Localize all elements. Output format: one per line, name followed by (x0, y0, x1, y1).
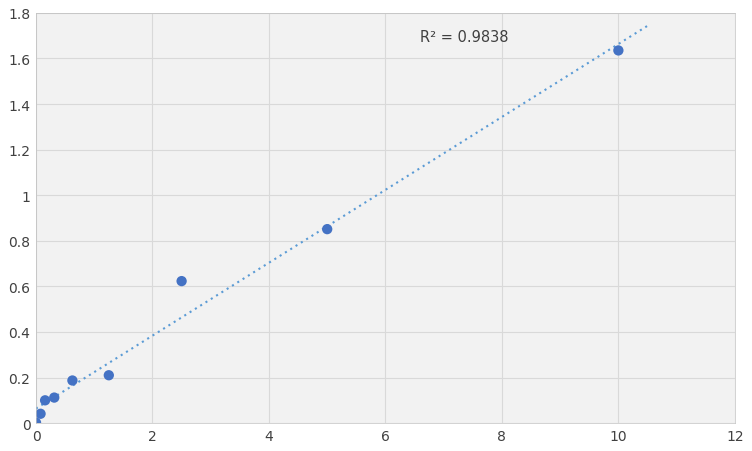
Point (48, 394, 60, 401)
Point (35, 410, 47, 418)
Point (103, 372, 115, 379)
Point (39, 397, 51, 404)
Point (66, 377, 78, 384)
Point (612, 48, 624, 55)
Text: R² = 0.9838: R² = 0.9838 (420, 30, 509, 45)
Point (321, 226, 333, 233)
Point (30, 419, 42, 426)
Point (175, 278, 187, 285)
